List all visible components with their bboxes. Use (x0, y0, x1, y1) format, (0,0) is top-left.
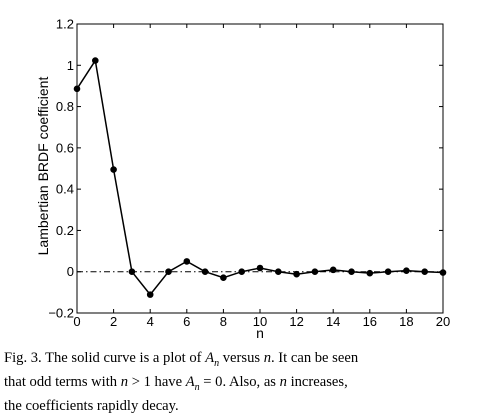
data-point (165, 268, 172, 276)
data-point (403, 267, 410, 274)
series-line (76, 58, 444, 296)
x-tick-label: 20 (436, 314, 450, 329)
y-tick-label: 1 (67, 58, 74, 73)
y-tick-label: 0.8 (56, 99, 74, 114)
x-tick-label: 16 (363, 314, 377, 329)
x-tick-label: 8 (220, 314, 227, 329)
data-point (146, 291, 154, 298)
data-point (238, 268, 245, 276)
data-point (201, 268, 209, 276)
data-point (256, 264, 264, 272)
x-tick-label: 18 (399, 314, 413, 329)
data-point (73, 85, 81, 93)
y-tick-label: 1.2 (56, 17, 74, 32)
x-tick-label: 14 (326, 314, 340, 329)
data-point (293, 270, 300, 278)
data-point (275, 268, 282, 276)
y-tick-label: 0.2 (56, 223, 74, 238)
data-point (348, 268, 355, 276)
x-tick-label: 2 (110, 314, 117, 329)
x-tick-label: 0 (73, 314, 80, 329)
data-point (439, 269, 447, 276)
data-point (384, 268, 392, 276)
x-tick-label: 4 (147, 314, 154, 329)
y-axis-title: Lambertian BRDF coefficient (35, 77, 51, 256)
x-axis-title: n (256, 325, 264, 341)
caption-line-2: that odd terms with n > 1 have An = 0. A… (4, 373, 348, 393)
data-point (220, 274, 227, 282)
data-point (110, 166, 117, 173)
caption-line-3: the coefficients rapidly decay. (4, 397, 179, 414)
data-point (329, 266, 337, 274)
y-tick-label: 0 (67, 264, 74, 279)
data-point (128, 268, 136, 276)
x-tick-label: 6 (183, 314, 190, 329)
y-tick-label: 0.6 (56, 140, 74, 155)
y-tick-label: −0.2 (48, 306, 74, 321)
plot-area: 0 2 4 6 8 10 12 14 16 18 20−0.200.20.40.60.811.2 (48, 17, 450, 330)
x-tick-label: 12 (289, 314, 303, 329)
data-point (366, 269, 374, 277)
caption-line-1: Fig. 3. The solid curve is a plot of An … (4, 350, 359, 369)
data-point (311, 268, 319, 276)
y-tick-label: 0.4 (56, 182, 74, 197)
x-tick-label: 10 (253, 314, 267, 329)
figure-caption: Fig. 3. The solid curve is a plot of An … (4, 349, 488, 416)
chart: 0 2 4 6 8 10 12 14 16 18 20−0.200.20.40.60.811.2 n… (35, 17, 450, 342)
data-point (421, 268, 429, 276)
data-point (183, 258, 191, 265)
data-point (92, 57, 99, 64)
